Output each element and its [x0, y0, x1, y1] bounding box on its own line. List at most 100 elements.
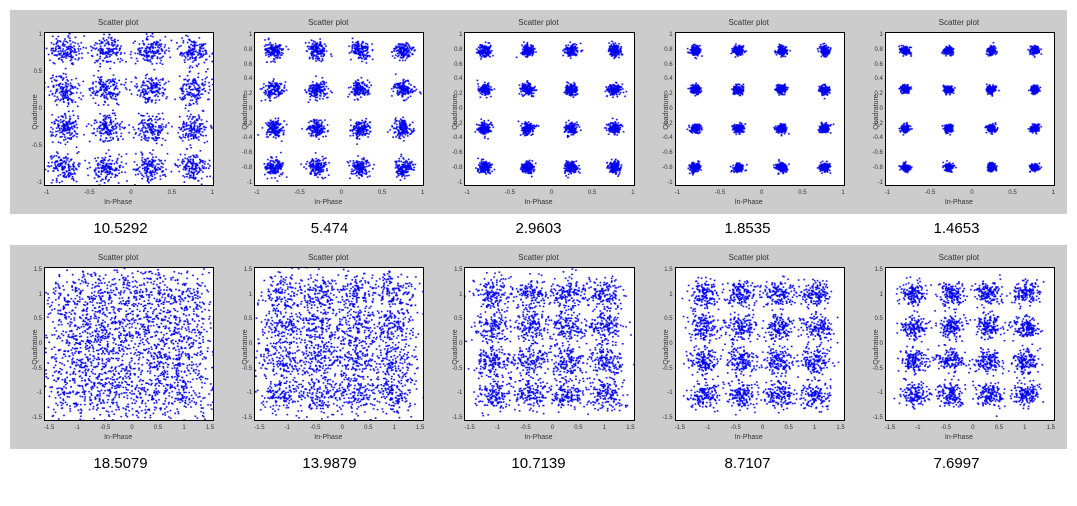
tick-label: -0.8	[863, 165, 883, 171]
tick-label: 0	[551, 425, 554, 431]
tick-label: -0.5	[653, 366, 673, 372]
tick-label: 0.5	[22, 69, 42, 75]
scatter-panel: Scatter plotQuadratureIn-Phase1.510.50-0…	[226, 251, 430, 443]
tick-label: -1	[232, 180, 252, 186]
tick-label: -1.5	[675, 425, 685, 431]
tick-label: -0.5	[84, 190, 94, 196]
tick-label: 0.5	[863, 316, 883, 322]
tick-label: -0.5	[925, 190, 935, 196]
panel-caption: 1.4653	[852, 220, 1061, 237]
tick-label: -0.6	[442, 150, 462, 156]
scatter-plot: Scatter plotQuadratureIn-Phase1.510.50-0…	[857, 251, 1061, 443]
tick-label: 1.5	[22, 267, 42, 273]
tick-label: -1	[285, 425, 290, 431]
tick-label: 1.5	[863, 267, 883, 273]
scatter-canvas	[886, 268, 1054, 420]
scatter-plot: Scatter plotQuadratureIn-Phase1.510.50-0…	[436, 251, 640, 443]
tick-label: -0.2	[442, 121, 462, 127]
scatter-plot: Scatter plotQuadratureIn-Phase10.80.60.4…	[436, 16, 640, 208]
tick-label: -1.5	[863, 415, 883, 421]
y-ticks: 1.510.50-0.5-1-1.5	[442, 267, 462, 421]
plot-area	[44, 32, 214, 186]
tick-label: 0.2	[863, 91, 883, 97]
tick-label: -1	[464, 190, 469, 196]
chart-row: Scatter plotQuadratureIn-Phase1.510.50-0…	[10, 245, 1067, 449]
y-ticks: 1.510.50-0.5-1-1.5	[22, 267, 42, 421]
tick-label: 0.4	[232, 76, 252, 82]
plot-title: Scatter plot	[647, 253, 851, 262]
scatter-panel: Scatter plotQuadratureIn-Phase10.80.60.4…	[857, 16, 1061, 208]
scatter-panel: Scatter plotQuadratureIn-Phase1.510.50-0…	[16, 251, 220, 443]
tick-label: 0.6	[232, 62, 252, 68]
tick-label: -0.5	[22, 143, 42, 149]
tick-label: 1	[653, 32, 673, 38]
caption-row: 18.507913.987910.71398.71077.6997	[10, 451, 1067, 472]
tick-label: 0.5	[154, 425, 162, 431]
plot-area	[254, 32, 424, 186]
tick-label: -0.4	[863, 135, 883, 141]
plot-title: Scatter plot	[436, 253, 640, 262]
tick-label: -1	[863, 390, 883, 396]
tick-label: 1	[1023, 425, 1026, 431]
tick-label: 1	[22, 292, 42, 298]
tick-label: 0.2	[442, 91, 462, 97]
plot-area	[464, 32, 634, 186]
tick-label: 0.2	[653, 91, 673, 97]
tick-label: -0.2	[863, 121, 883, 127]
tick-label: 0.6	[653, 62, 673, 68]
tick-label: 0.5	[22, 316, 42, 322]
x-ticks: -1.5-1-0.500.511.5	[464, 425, 634, 431]
tick-label: 0	[550, 190, 553, 196]
tick-label: 0.5	[168, 190, 176, 196]
scatter-plot: Scatter plotQuadratureIn-Phase10.80.60.4…	[647, 16, 851, 208]
plot-title: Scatter plot	[16, 253, 220, 262]
panel-caption: 13.9879	[225, 455, 434, 472]
y-ticks: 1.510.50-0.5-1-1.5	[232, 267, 252, 421]
tick-label: 0.5	[364, 425, 372, 431]
tick-label: -1	[442, 180, 462, 186]
tick-label: -0.5	[731, 425, 741, 431]
tick-label: -0.8	[653, 165, 673, 171]
tick-label: 1	[421, 190, 424, 196]
tick-label: 0	[442, 341, 462, 347]
scatter-plot: Scatter plotQuadratureIn-Phase10.80.60.4…	[226, 16, 430, 208]
tick-label: -0.5	[442, 366, 462, 372]
x-ticks: -1.5-1-0.500.511.5	[44, 425, 214, 431]
tick-label: 0	[760, 190, 763, 196]
plot-title: Scatter plot	[16, 18, 220, 27]
tick-label: -0.8	[232, 165, 252, 171]
tick-label: -1	[675, 190, 680, 196]
x-ticks: -1-0.500.51	[885, 190, 1055, 196]
x-ticks: -1.5-1-0.500.511.5	[885, 425, 1055, 431]
tick-label: -0.4	[442, 135, 462, 141]
tick-label: 0.4	[442, 76, 462, 82]
tick-label: 0	[442, 106, 462, 112]
tick-label: -1.5	[885, 425, 895, 431]
tick-label: 0	[22, 106, 42, 112]
y-ticks: 1.510.50-0.5-1-1.5	[863, 267, 883, 421]
scatter-plot: Scatter plotQuadratureIn-Phase1.510.50-0…	[647, 251, 851, 443]
tick-label: 0	[761, 425, 764, 431]
tick-label: 0	[653, 341, 673, 347]
x-ticks: -1-0.500.51	[675, 190, 845, 196]
tick-label: 0	[130, 425, 133, 431]
tick-label: 1	[232, 32, 252, 38]
x-ticks: -1.5-1-0.500.511.5	[675, 425, 845, 431]
tick-label: 0.4	[653, 76, 673, 82]
tick-label: 1	[863, 32, 883, 38]
tick-label: -0.5	[232, 366, 252, 372]
tick-label: 0	[863, 341, 883, 347]
plot-title: Scatter plot	[436, 18, 640, 27]
x-ticks: -1-0.500.51	[464, 190, 634, 196]
scatter-plot: Scatter plotQuadratureIn-Phase10.50-0.5-…	[16, 16, 220, 208]
tick-label: 1.5	[626, 425, 634, 431]
tick-label: 0	[653, 106, 673, 112]
tick-label: -0.4	[653, 135, 673, 141]
plot-title: Scatter plot	[226, 18, 430, 27]
tick-label: 0.5	[995, 425, 1003, 431]
tick-label: -1	[653, 180, 673, 186]
tick-label: -1	[22, 180, 42, 186]
x-axis-label: In-Phase	[857, 199, 1061, 206]
tick-label: -0.5	[520, 425, 530, 431]
tick-label: 0.5	[784, 425, 792, 431]
